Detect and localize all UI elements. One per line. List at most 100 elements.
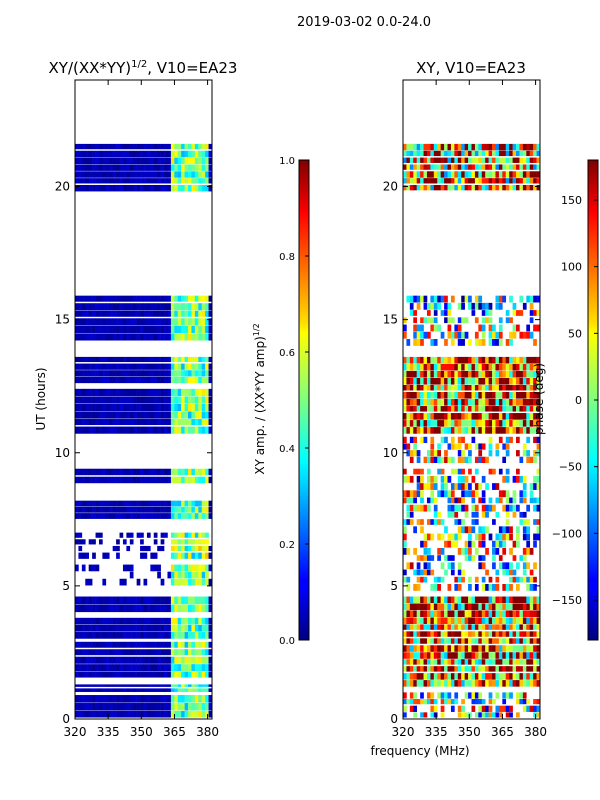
heatmap-cell — [126, 604, 131, 613]
heatmap-cell — [536, 384, 540, 391]
heatmap-cell — [78, 649, 83, 656]
heatmap-cell — [157, 513, 161, 519]
heatmap-cell — [512, 384, 517, 391]
heatmap-cell — [447, 377, 452, 385]
heatmap-cell — [188, 539, 192, 545]
heatmap-cell — [492, 363, 496, 371]
heatmap-cell — [201, 363, 206, 370]
heatmap-cell — [420, 699, 424, 705]
heatmap-cell — [529, 420, 534, 427]
heatmap-cell — [533, 324, 537, 332]
heatmap-cell — [409, 384, 414, 391]
heatmap-cell — [119, 426, 124, 434]
heatmap-cell — [174, 150, 179, 158]
heatmap-cell — [119, 703, 124, 711]
heatmap-cell — [485, 603, 489, 611]
heatmap-cell — [426, 302, 431, 310]
heatmap-cell — [413, 705, 417, 712]
heatmap-cell — [474, 699, 479, 705]
heatmap-cell — [461, 596, 465, 604]
heatmap-cell — [122, 303, 127, 311]
heatmap-cell — [516, 399, 520, 406]
heatmap-cell — [440, 673, 445, 680]
heatmap-cell — [92, 671, 96, 678]
heatmap-cell — [122, 688, 127, 692]
heatmap-cell — [157, 411, 161, 419]
heatmap-cell — [105, 426, 110, 434]
heatmap-cell — [481, 562, 486, 570]
heatmap-cell — [184, 539, 189, 545]
heatmap-cell — [167, 370, 172, 377]
heatmap-cell — [174, 184, 179, 192]
heatmap-cell — [109, 370, 113, 377]
heatmap-cell — [160, 295, 165, 302]
heatmap-cell — [181, 403, 185, 412]
heatmap-cell — [191, 363, 196, 370]
heatmap-cell — [481, 576, 486, 583]
heatmap-cell — [437, 617, 441, 624]
heatmap-cell — [85, 150, 89, 158]
heatmap-cell — [447, 540, 452, 548]
heatmap-cell — [143, 356, 148, 363]
heatmap-cell — [433, 638, 438, 644]
heatmap-cell — [140, 325, 144, 333]
heatmap-cell — [409, 511, 414, 518]
heatmap-cell — [457, 475, 462, 483]
heatmap-cell — [184, 325, 189, 333]
heatmap-cell — [492, 164, 496, 170]
heatmap-cell — [160, 711, 165, 718]
heatmap-cell — [409, 617, 414, 624]
heatmap-cell — [444, 171, 448, 178]
heatmap-cell — [481, 157, 486, 163]
heatmap-cell — [457, 384, 462, 391]
heatmap-cell — [485, 356, 489, 364]
heatmap-cell — [119, 649, 124, 656]
heatmap-cell — [109, 171, 113, 178]
heatmap-cell — [194, 426, 199, 434]
y-tick-label: 15 — [55, 313, 70, 327]
heatmap-cell — [516, 184, 520, 191]
heatmap-cell — [478, 406, 483, 412]
heatmap-cell — [488, 436, 493, 444]
heatmap-cell — [167, 649, 172, 656]
heatmap-cell — [153, 695, 158, 703]
heatmap-cell — [88, 506, 93, 513]
heatmap-cell — [85, 703, 89, 711]
heatmap-cell — [201, 426, 206, 434]
heatmap-cell — [492, 331, 496, 339]
heatmap-cell — [184, 419, 189, 426]
heatmap-cell — [81, 641, 86, 648]
heatmap-cell — [157, 596, 161, 605]
heatmap-cell — [488, 399, 493, 406]
heatmap-cell — [498, 377, 503, 385]
heatmap-cell — [116, 178, 120, 184]
heatmap-cell — [406, 617, 411, 624]
heatmap-cell — [533, 497, 537, 504]
heatmap-cell — [119, 396, 124, 404]
heatmap-cell — [109, 419, 113, 426]
heatmap-cell — [464, 652, 469, 659]
heatmap-cell — [529, 392, 534, 399]
heatmap-cell — [413, 610, 417, 618]
heatmap-cell — [191, 552, 196, 559]
heatmap-cell — [498, 603, 503, 611]
heatmap-cell — [433, 519, 438, 525]
heatmap-cell — [198, 545, 203, 552]
heatmap-cell — [505, 519, 510, 525]
heatmap-cell — [516, 377, 520, 385]
heatmap-cell — [78, 376, 83, 384]
heatmap-cell — [416, 456, 421, 463]
x-tick-label: 350 — [130, 725, 153, 739]
heatmap-cell — [129, 695, 134, 703]
heatmap-cell — [136, 178, 141, 184]
heatmap-cell — [98, 388, 103, 396]
heatmap-cell — [95, 303, 100, 311]
heatmap-cell — [109, 468, 113, 476]
heatmap-cell — [502, 427, 507, 434]
heatmap-cell — [498, 363, 503, 371]
heatmap-cell — [181, 552, 185, 559]
heatmap-cell — [140, 695, 144, 703]
heatmap-cell — [167, 664, 172, 672]
heatmap-cell — [184, 695, 189, 703]
